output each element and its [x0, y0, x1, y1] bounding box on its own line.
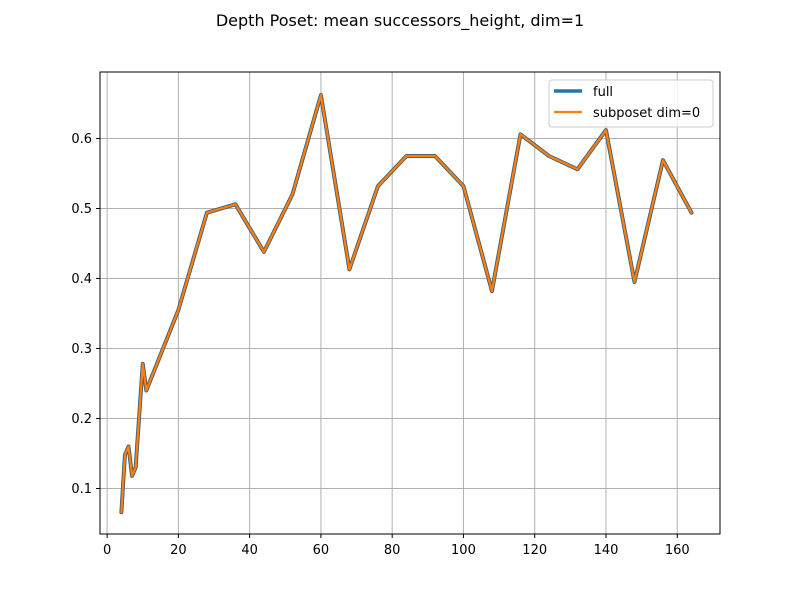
- y-tick-label: 0.5: [71, 202, 92, 217]
- series-group: [119, 93, 694, 515]
- axes: 0 20 40 60 80 100 120 140 160 0.1 0.2 0.3 0.4 0.5 0.6: [71, 132, 689, 558]
- y-tick-label: 0.2: [71, 412, 92, 427]
- grid: [100, 72, 720, 534]
- x-tick-label: 20: [170, 543, 187, 558]
- y-tick-label: 0.4: [71, 272, 92, 287]
- chart-title: Depth Poset: mean successors_height, dim…: [216, 11, 584, 31]
- x-tick-label: 80: [384, 543, 401, 558]
- x-tick-label: 100: [451, 543, 476, 558]
- x-tick-label: 160: [665, 543, 690, 558]
- plot-area-frame: [99, 71, 721, 535]
- x-tick-label: 140: [594, 543, 619, 558]
- y-tick-label: 0.1: [71, 482, 92, 497]
- legend-box: [548, 79, 714, 128]
- legend-label-subposet: subposet dim=0: [593, 106, 700, 121]
- legend: full subposet dim=0: [548, 79, 714, 128]
- series-line-subposet: [120, 93, 693, 514]
- y-tick-label: 0.3: [71, 342, 92, 357]
- x-tick-label: 120: [522, 543, 547, 558]
- x-tick-label: 40: [241, 543, 258, 558]
- x-tick-label: 60: [313, 543, 330, 558]
- y-tick-label: 0.6: [71, 132, 92, 147]
- x-tick-label: 0: [103, 543, 111, 558]
- legend-label-full: full: [593, 85, 613, 100]
